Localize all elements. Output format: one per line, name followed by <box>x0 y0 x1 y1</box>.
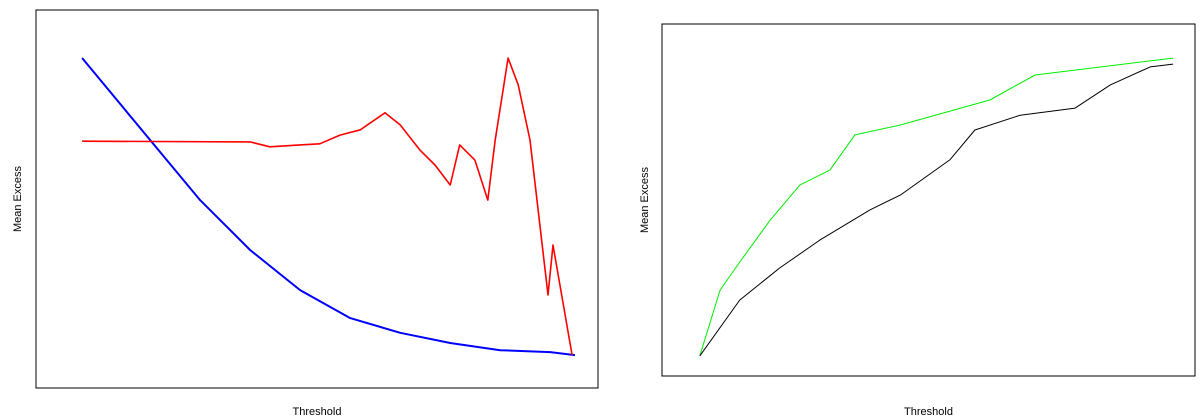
x-axis-label: Threshold <box>904 406 953 418</box>
plot-frame <box>35 9 599 389</box>
data-line <box>699 63 1174 357</box>
y-axis-label: Mean Excess <box>12 165 24 232</box>
x-axis-label: Threshold <box>293 406 342 418</box>
plot-frame <box>661 23 1196 377</box>
data-line <box>82 57 573 356</box>
y-axis-label: Mean Excess <box>639 166 651 233</box>
data-line <box>81 57 576 357</box>
data-line <box>699 57 1174 357</box>
